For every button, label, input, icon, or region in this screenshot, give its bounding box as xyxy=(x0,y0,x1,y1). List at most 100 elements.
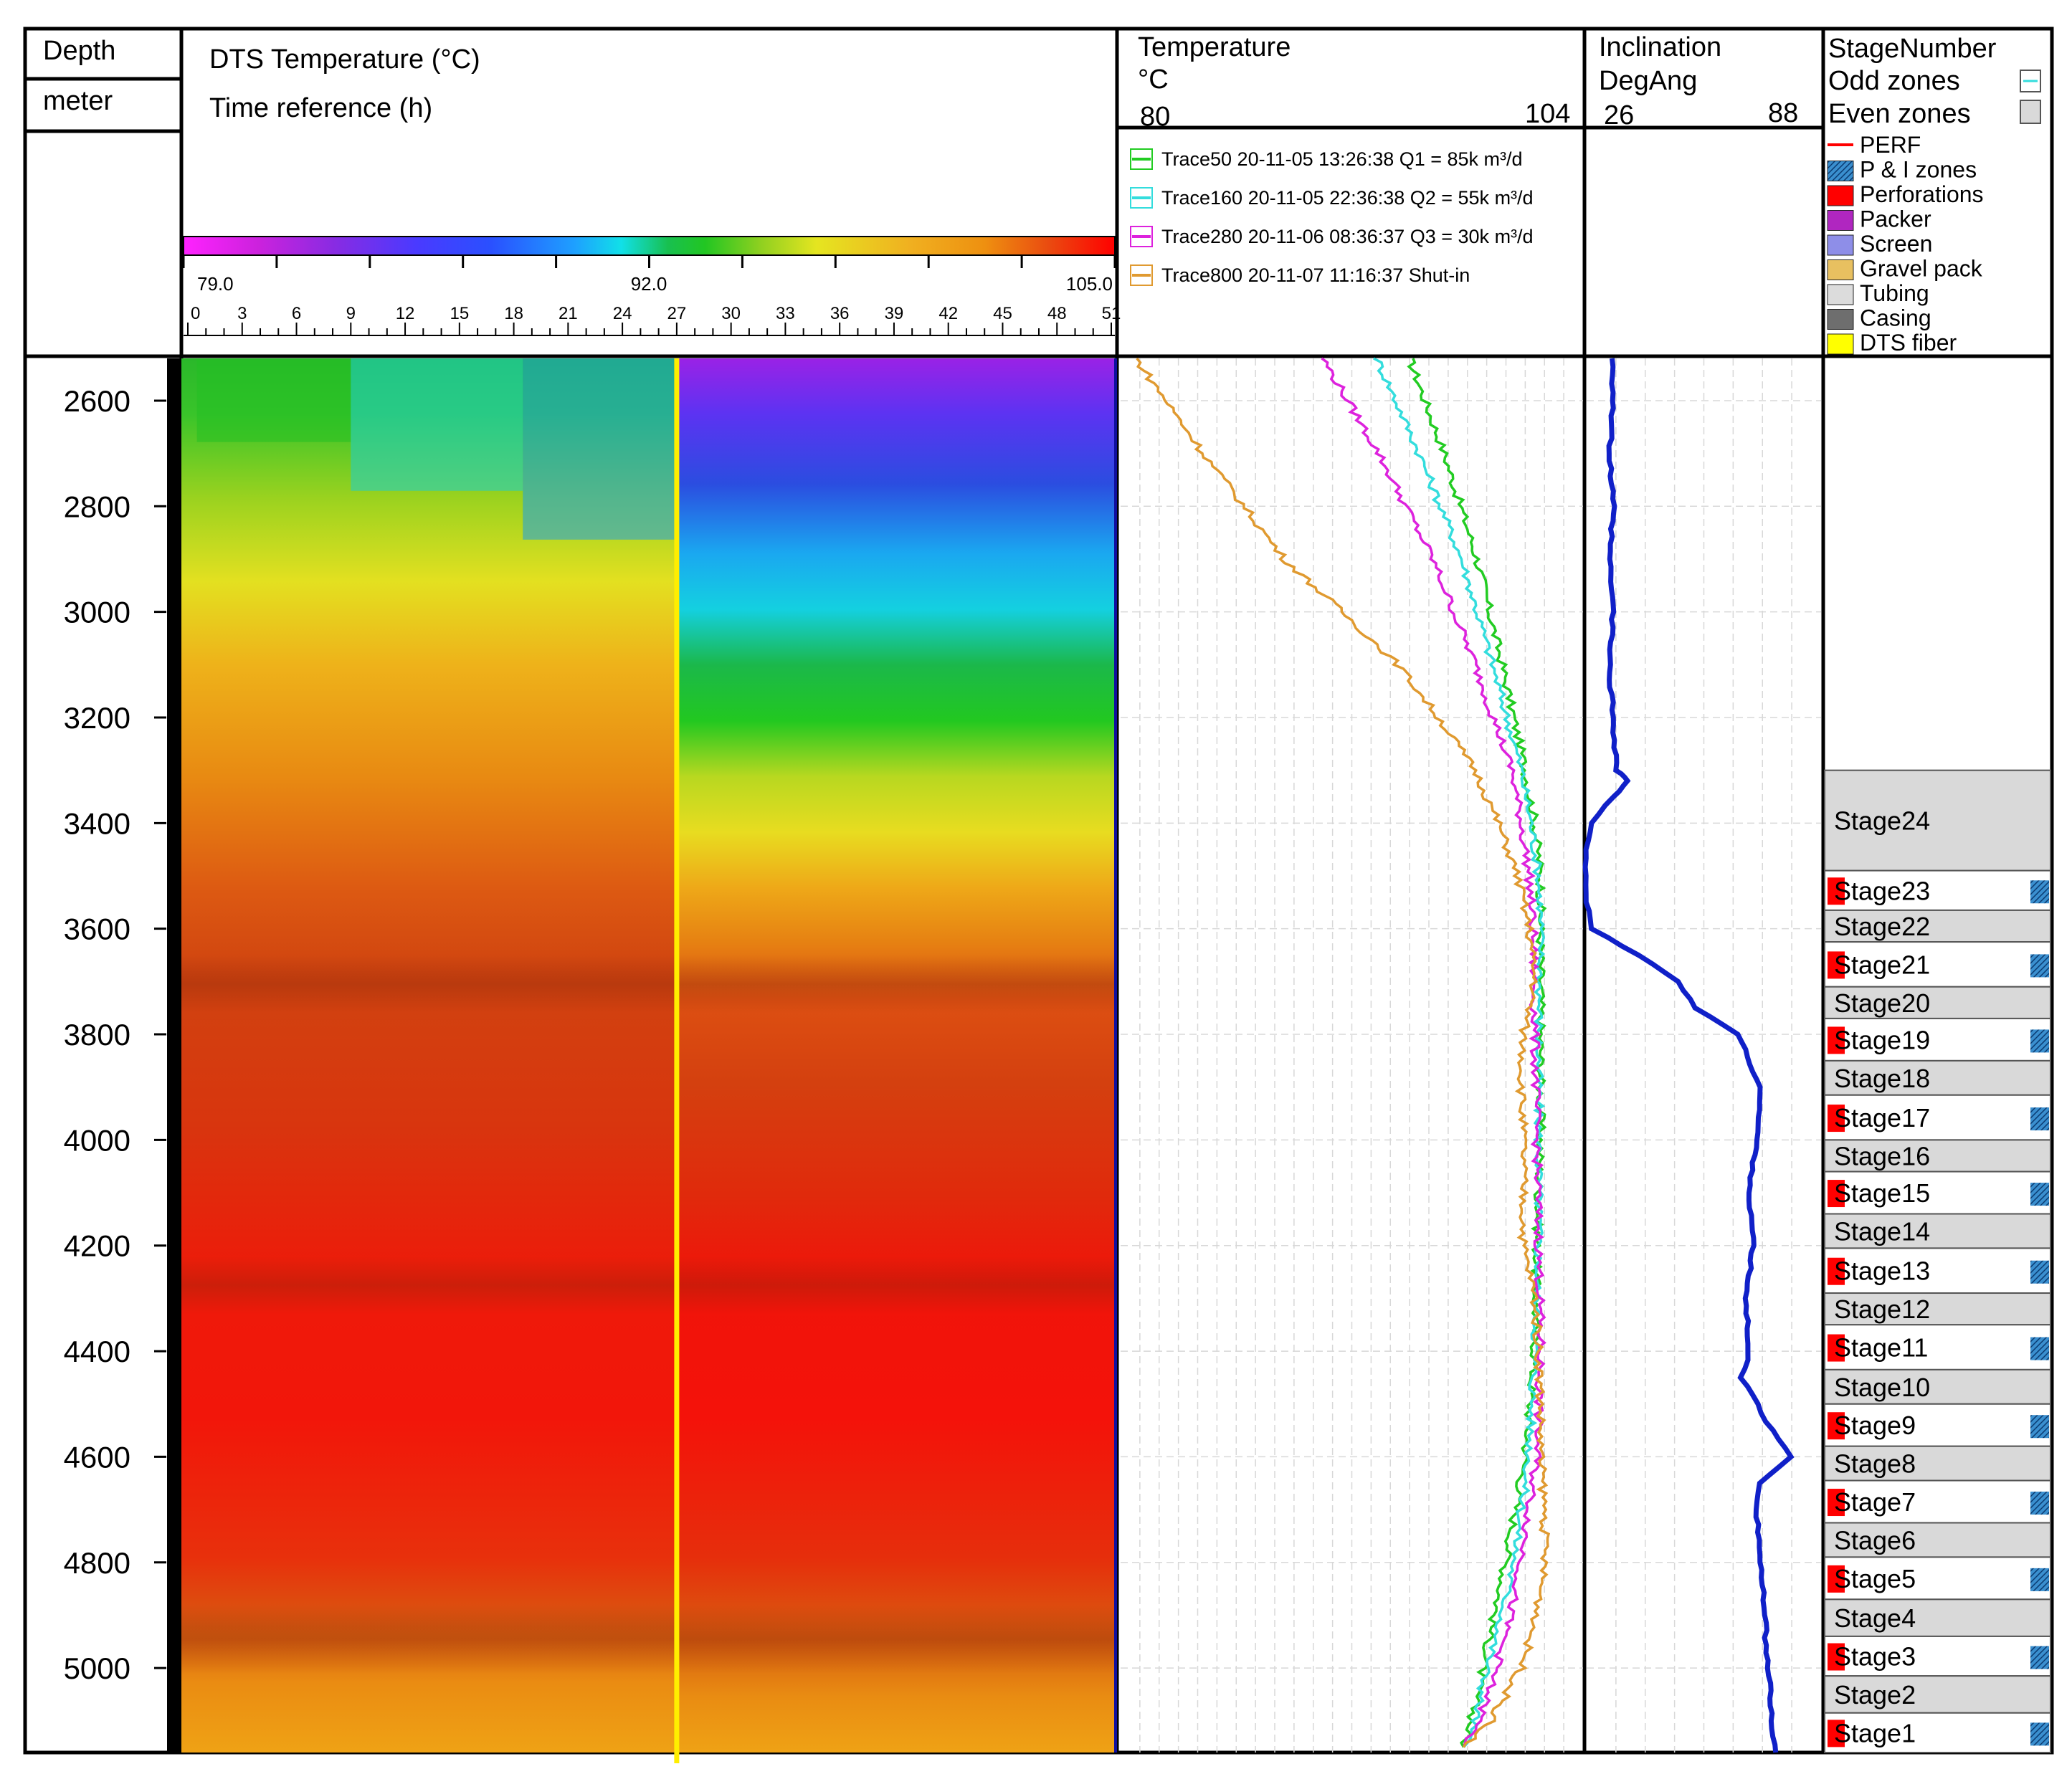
stage-zone-stage22 xyxy=(1824,909,2051,943)
depth-tick-label: 2800 xyxy=(64,490,130,523)
pi-zone-marker xyxy=(2030,1646,2049,1669)
time-tick-label: 18 xyxy=(504,304,523,323)
heatmap-depth-band xyxy=(181,1256,1117,1315)
pi-zone-marker xyxy=(2030,1568,2049,1591)
stage-label-stage23: Stage23 xyxy=(1834,876,1930,905)
heatmap-cool-step xyxy=(351,358,523,491)
legend-swatch-casing xyxy=(1827,309,1854,330)
time-tick-label: 30 xyxy=(721,304,741,323)
heatmap-depth-band xyxy=(181,955,1117,1014)
stage-zone-stage14 xyxy=(1824,1213,2051,1249)
colorbar xyxy=(183,236,1116,256)
temperature-title: Temperature xyxy=(1138,32,1291,62)
pi-zone-marker xyxy=(2030,880,2049,904)
temperature-series-trace280 xyxy=(1321,357,1546,1748)
legend-swatch-screen xyxy=(1827,234,1854,256)
time-tick-label: 39 xyxy=(885,304,904,323)
pi-zone-marker xyxy=(2030,1492,2049,1515)
legend-swatch-gravel-pack xyxy=(1827,259,1854,280)
depth-tick-label: 2600 xyxy=(64,384,130,418)
legend-label-screen: Screen xyxy=(1860,231,1932,257)
stage-label-stage5: Stage5 xyxy=(1834,1564,1916,1593)
depth-tick-label: 4600 xyxy=(64,1440,130,1474)
time-tick-label: 21 xyxy=(559,304,578,323)
stage-label-stage9: Stage9 xyxy=(1834,1411,1916,1440)
stage-label-stage8: Stage8 xyxy=(1834,1449,1916,1479)
perforation-marker xyxy=(1828,951,1845,979)
temperature-series-trace160 xyxy=(1373,357,1546,1748)
stage-zone-stage17 xyxy=(1824,1094,2051,1141)
stage-zone-stage16 xyxy=(1824,1139,2051,1173)
depth-tick-label: 4800 xyxy=(64,1546,130,1580)
stage-label-stage24: Stage24 xyxy=(1834,806,1930,836)
stage-zone-stage15 xyxy=(1824,1170,2051,1215)
depth-tick-label: 3800 xyxy=(64,1018,130,1052)
stage-zone-stage6 xyxy=(1824,1522,2051,1558)
time-tick-label: 51 xyxy=(1102,304,1121,323)
legend-swatch-tubing xyxy=(1827,284,1854,305)
stage-label-stage16: Stage16 xyxy=(1834,1141,1930,1170)
depth-track-black-bar xyxy=(167,358,181,1753)
depth-tick-label: 4400 xyxy=(64,1335,130,1368)
perforation-marker xyxy=(1828,1334,1845,1362)
time-tick-label: 3 xyxy=(237,304,247,323)
temperature-series-trace800 xyxy=(1136,357,1551,1748)
inclination-title: Inclination xyxy=(1599,32,1722,62)
depth-tick-label: 3000 xyxy=(64,596,130,629)
legend-swatch-p-i-zones xyxy=(1827,161,1854,181)
stage-zone-stage11 xyxy=(1824,1324,2051,1370)
legend-label-tubing: Tubing xyxy=(1860,280,1929,306)
inclination-unit: DegAng xyxy=(1599,66,1698,96)
time-tick-label: 6 xyxy=(292,304,301,323)
stage-zone-stage3 xyxy=(1824,1635,2051,1677)
stage-zone-stage5 xyxy=(1824,1556,2051,1601)
stage-zone-stage4 xyxy=(1824,1598,2051,1637)
colorbar-mid-label: 92.0 xyxy=(631,273,667,295)
time-reference-label: Time reference (h) xyxy=(209,93,433,123)
stage-zone-stage9 xyxy=(1824,1403,2051,1447)
legend-swatch-dts-fiber xyxy=(1827,333,1854,355)
time-tick-label: 15 xyxy=(450,304,469,323)
stage-label-stage10: Stage10 xyxy=(1834,1373,1930,1402)
time-tick-label: 27 xyxy=(667,304,687,323)
time-tick-label: 48 xyxy=(1047,304,1067,323)
stage-label-stage18: Stage18 xyxy=(1834,1064,1930,1093)
heatmap-depth-band xyxy=(181,1604,1117,1674)
perforation-marker xyxy=(1828,1720,1845,1747)
temperature-max: 104 xyxy=(1525,99,1571,129)
time-tick-label: 9 xyxy=(346,304,356,323)
depth-tick-label: 5000 xyxy=(64,1651,130,1685)
perforation-marker xyxy=(1828,1412,1845,1440)
legend-entry-trace50: Trace50 20-11-05 13:26:38 Q1 = 85k m³/d xyxy=(1161,148,1523,170)
stage-zone-stage7 xyxy=(1824,1479,2051,1524)
stage-label-stage2: Stage2 xyxy=(1834,1680,1916,1710)
stage-label-stage3: Stage3 xyxy=(1834,1642,1916,1672)
perforation-marker xyxy=(1828,1489,1845,1517)
stage-label-stage22: Stage22 xyxy=(1834,912,1930,941)
stage-label-stage14: Stage14 xyxy=(1834,1216,1930,1246)
even-zones-label: Even zones xyxy=(1828,99,1971,129)
perforation-marker xyxy=(1828,1105,1845,1133)
stage-zone-stage1 xyxy=(1824,1712,2051,1754)
stage-label-stage21: Stage21 xyxy=(1834,950,1930,979)
pi-zone-marker xyxy=(2030,1029,2049,1053)
legend-label-gravel-pack: Gravel pack xyxy=(1860,256,1983,282)
depth-tick-label: 3600 xyxy=(64,912,130,946)
even-zones-swatch xyxy=(2020,100,2041,124)
legend-label-dts-fiber: DTS fiber xyxy=(1860,330,1957,356)
legend-label-p-i-zones: P & I zones xyxy=(1860,157,1977,183)
legend-label-perforations: Perforations xyxy=(1860,181,1984,207)
pi-zone-marker xyxy=(2030,954,2049,978)
stage-zone-stage23 xyxy=(1824,869,2051,911)
stage-zone-stage21 xyxy=(1824,941,2051,988)
legend-entry-trace800: Trace800 20-11-07 11:16:37 Shut-in xyxy=(1161,264,1470,286)
perforation-marker xyxy=(1828,1643,1845,1671)
time-tick-label: 36 xyxy=(830,304,850,323)
time-tick-label: 42 xyxy=(938,304,958,323)
perforation-marker xyxy=(1828,1026,1845,1054)
stage-label-stage6: Stage6 xyxy=(1834,1525,1916,1555)
stage-zone-stage19 xyxy=(1824,1017,2051,1062)
inclination-grid xyxy=(1587,358,1821,1753)
colorbar-min-label: 79.0 xyxy=(197,273,234,295)
